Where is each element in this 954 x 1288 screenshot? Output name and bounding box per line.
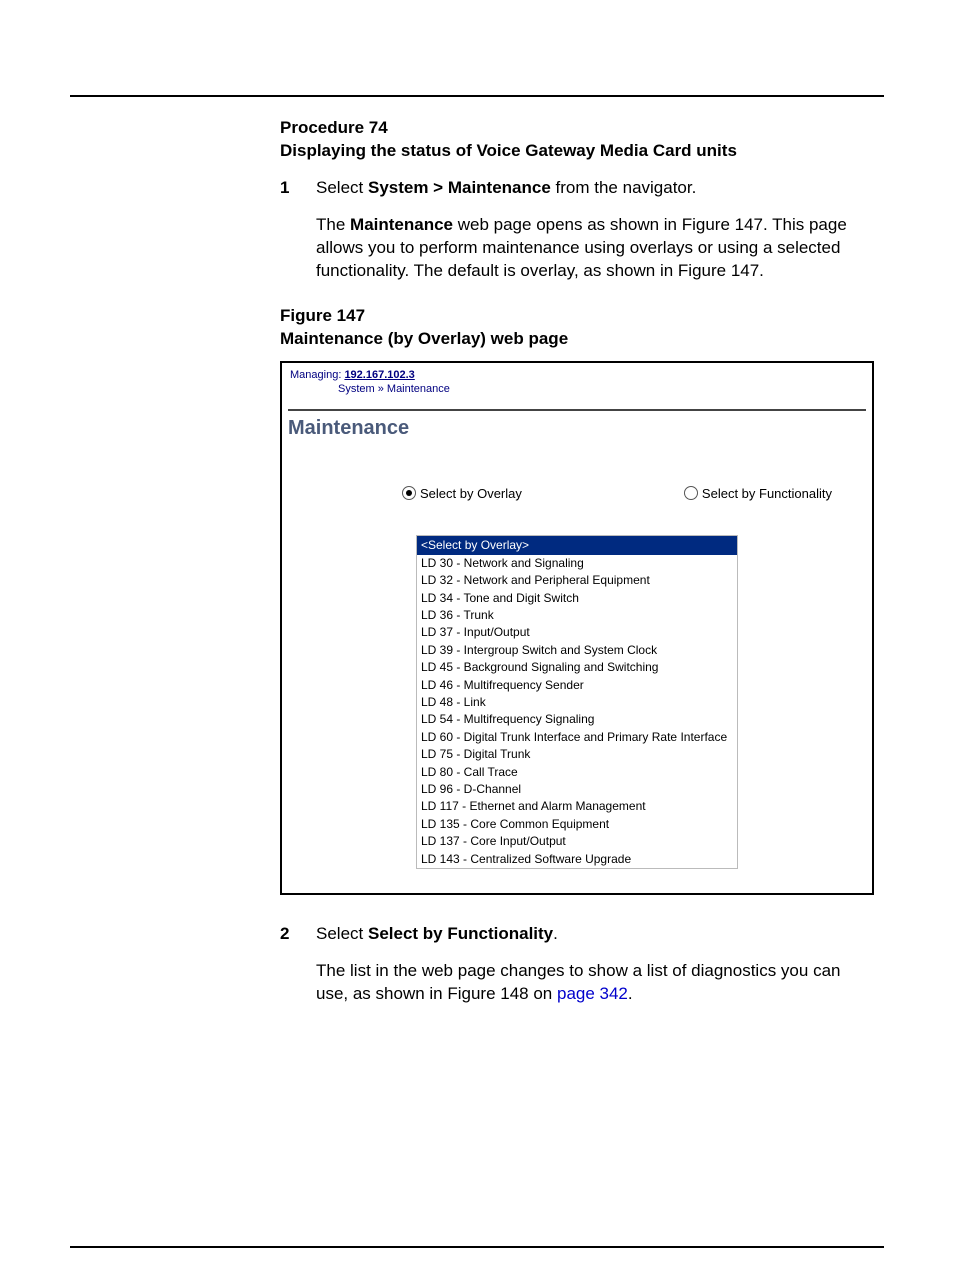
- radio-label: Select by Functionality: [702, 486, 832, 501]
- list-item[interactable]: LD 143 - Centralized Software Upgrade: [417, 851, 737, 868]
- menu-path: System > Maintenance: [368, 178, 551, 197]
- list-item[interactable]: LD 60 - Digital Trunk Interface and Prim…: [417, 729, 737, 746]
- step-number: 1: [280, 177, 316, 200]
- bottom-horizontal-rule: [70, 1246, 884, 1248]
- step-body: Select Select by Functionality.: [316, 923, 874, 946]
- text: .: [553, 924, 558, 943]
- page-name-bold: Maintenance: [350, 215, 453, 234]
- list-item[interactable]: LD 46 - Multifrequency Sender: [417, 677, 737, 694]
- overlay-listbox[interactable]: <Select by Overlay> LD 30 - Network and …: [416, 535, 738, 869]
- step-number: 2: [280, 923, 316, 946]
- list-item[interactable]: LD 39 - Intergroup Switch and System Clo…: [417, 642, 737, 659]
- managing-label: Managing:: [290, 369, 344, 381]
- list-item[interactable]: LD 48 - Link: [417, 694, 737, 711]
- list-item[interactable]: LD 137 - Core Input/Output: [417, 833, 737, 850]
- radio-icon: [402, 486, 416, 500]
- step-1-paragraph: The Maintenance web page opens as shown …: [316, 214, 874, 283]
- step-body: Select System > Maintenance from the nav…: [316, 177, 874, 200]
- screenshot-rule: [288, 409, 866, 411]
- list-item[interactable]: LD 45 - Background Signaling and Switchi…: [417, 659, 737, 676]
- list-item[interactable]: LD 32 - Network and Peripheral Equipment: [417, 572, 737, 589]
- radio-label: Select by Overlay: [420, 486, 522, 501]
- option-name-bold: Select by Functionality: [368, 924, 553, 943]
- text: Select: [316, 178, 368, 197]
- figure-caption: Figure 147 Maintenance (by Overlay) web …: [280, 305, 874, 351]
- document-page: Procedure 74 Displaying the status of Vo…: [0, 0, 954, 1288]
- radio-icon: [684, 486, 698, 500]
- list-item[interactable]: LD 117 - Ethernet and Alarm Management: [417, 798, 737, 815]
- radio-select-by-functionality[interactable]: Select by Functionality: [684, 486, 832, 501]
- maintenance-heading: Maintenance: [282, 415, 872, 486]
- figure-screenshot: Managing: 192.167.102.3 System » Mainten…: [280, 361, 874, 895]
- procedure-heading: Procedure 74 Displaying the status of Vo…: [280, 117, 874, 163]
- procedure-label: Procedure 74: [280, 118, 388, 137]
- procedure-title: Displaying the status of Voice Gateway M…: [280, 141, 737, 160]
- managing-ip-link[interactable]: 192.167.102.3: [344, 369, 414, 381]
- breadcrumb: System » Maintenance: [282, 381, 872, 409]
- list-item[interactable]: LD 135 - Core Common Equipment: [417, 816, 737, 833]
- text: The: [316, 215, 350, 234]
- text: from the navigator.: [551, 178, 697, 197]
- figure-label: Figure 147: [280, 306, 365, 325]
- step-1: 1 Select System > Maintenance from the n…: [280, 177, 874, 200]
- figure-title: Maintenance (by Overlay) web page: [280, 329, 568, 348]
- list-item[interactable]: LD 30 - Network and Signaling: [417, 555, 737, 572]
- list-item[interactable]: LD 34 - Tone and Digit Switch: [417, 590, 737, 607]
- managing-line: Managing: 192.167.102.3: [282, 363, 872, 381]
- listbox-selected-header[interactable]: <Select by Overlay>: [417, 536, 737, 555]
- list-item[interactable]: LD 36 - Trunk: [417, 607, 737, 624]
- text: .: [628, 984, 633, 1003]
- content-column: Procedure 74 Displaying the status of Vo…: [280, 117, 874, 1006]
- top-horizontal-rule: [70, 95, 884, 97]
- list-item[interactable]: LD 96 - D-Channel: [417, 781, 737, 798]
- radio-select-by-overlay[interactable]: Select by Overlay: [402, 486, 522, 501]
- page-link[interactable]: page 342: [557, 984, 628, 1003]
- radio-row: Select by Overlay Select by Functionalit…: [282, 486, 872, 535]
- list-item[interactable]: LD 37 - Input/Output: [417, 624, 737, 641]
- text: Select: [316, 924, 368, 943]
- step-2: 2 Select Select by Functionality.: [280, 923, 874, 946]
- step-2-paragraph: The list in the web page changes to show…: [316, 960, 874, 1006]
- list-item[interactable]: LD 75 - Digital Trunk: [417, 746, 737, 763]
- list-item[interactable]: LD 80 - Call Trace: [417, 764, 737, 781]
- list-item[interactable]: LD 54 - Multifrequency Signaling: [417, 711, 737, 728]
